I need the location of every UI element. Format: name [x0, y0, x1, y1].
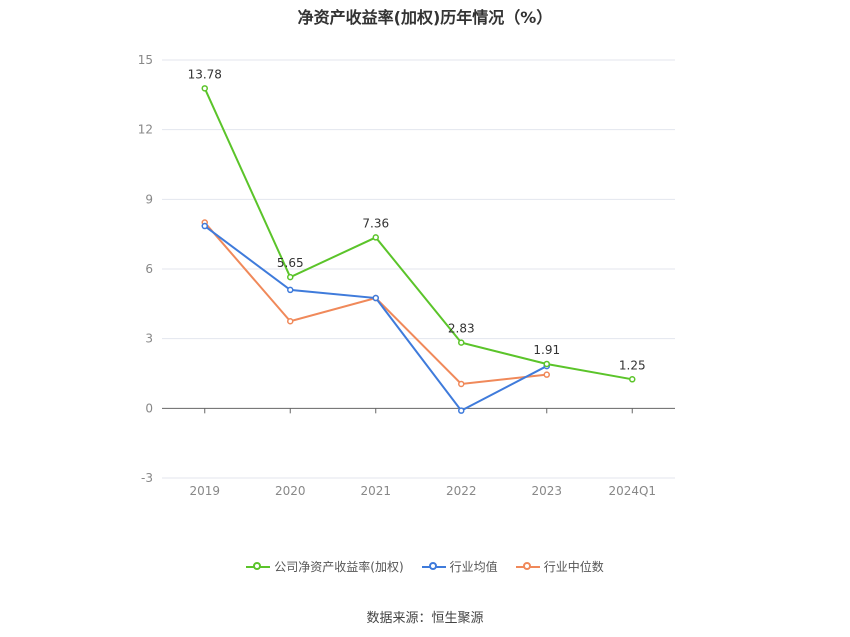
data-point	[372, 234, 379, 241]
legend-item[interactable]: 公司净资产收益率(加权)	[246, 558, 404, 575]
x-tick-label: 2023	[531, 484, 562, 498]
y-tick-label: 0	[145, 401, 153, 415]
data-point	[201, 85, 208, 92]
data-point	[287, 286, 294, 294]
legend-item[interactable]: 行业中位数	[515, 558, 604, 575]
data-point	[543, 360, 550, 368]
x-tick-label: 2021	[360, 484, 391, 498]
data-label: 5.65	[277, 256, 304, 270]
data-label: 1.25	[619, 358, 646, 372]
data-point	[458, 407, 465, 414]
y-tick-label: -3	[141, 471, 153, 485]
data-label: 13.78	[188, 67, 222, 81]
data-point	[201, 222, 208, 230]
series-line	[204, 225, 548, 412]
y-tick-label: 9	[145, 192, 153, 206]
grid	[162, 59, 675, 479]
x-tick-label: 2022	[446, 484, 477, 498]
legend-swatch-icon	[421, 561, 446, 573]
y-tick-label: 15	[138, 53, 153, 67]
data-point	[372, 294, 379, 302]
series	[201, 85, 636, 414]
legend-label: 行业均值	[449, 560, 498, 574]
data-label: 7.36	[362, 216, 389, 230]
data-label: 1.91	[533, 343, 560, 357]
legend-label: 行业中位数	[543, 560, 604, 574]
data-point	[543, 371, 550, 378]
data-point	[287, 318, 294, 325]
data-point	[629, 376, 636, 383]
legend-swatch-icon	[515, 561, 540, 573]
x-tick-label: 2019	[189, 484, 220, 498]
data-label: 2.83	[448, 322, 475, 336]
y-tick-label: 6	[145, 262, 153, 276]
y-tick-label: 3	[145, 332, 153, 346]
axes: 15 12 9 6 3 0 -3 2019 2020 2021 2022 2023 2024Q1	[138, 53, 675, 498]
data-point	[458, 380, 465, 388]
data-point	[287, 273, 294, 281]
y-tick-label: 12	[138, 123, 153, 137]
series-line	[203, 221, 547, 385]
x-tick-label: 2020	[275, 484, 306, 498]
legend: 公司净资产收益率(加权) 行业均值 行业中位数	[0, 558, 850, 575]
legend-item[interactable]: 行业均值	[421, 558, 498, 575]
legend-label: 公司净资产收益率(加权)	[274, 560, 404, 574]
x-tick-label: 2024Q1	[608, 484, 656, 498]
series-line	[203, 87, 633, 381]
chart-title: 净资产收益率(加权)历年情况（%）	[297, 8, 553, 27]
data-point	[458, 339, 465, 346]
data-labels: 13.78 5.65 7.36 2.83 1.91 1.25	[188, 67, 646, 372]
source-note: 数据来源：恒生聚源	[366, 611, 484, 626]
legend-swatch-icon	[246, 561, 271, 573]
